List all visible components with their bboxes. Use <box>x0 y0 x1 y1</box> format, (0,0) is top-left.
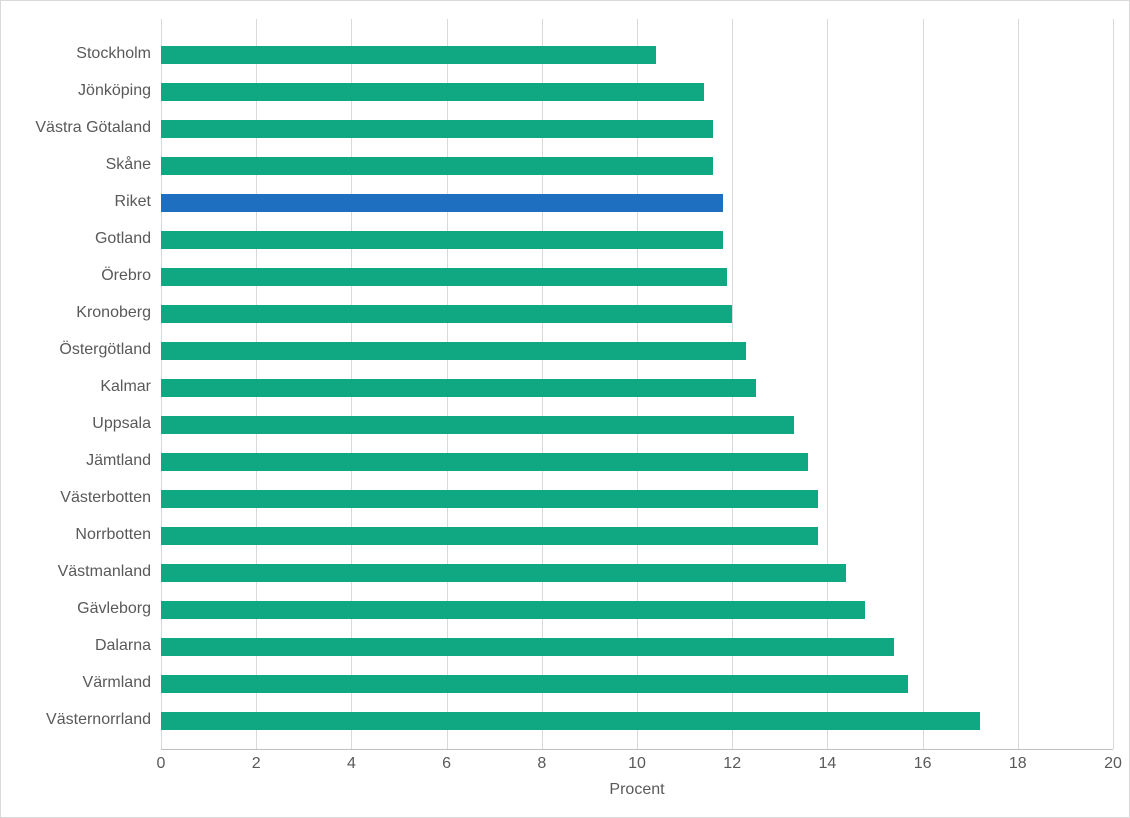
bar <box>161 453 808 471</box>
bar <box>161 83 704 101</box>
gridline <box>1113 19 1114 749</box>
bar <box>161 675 908 693</box>
bar <box>161 342 746 360</box>
y-tick-label: Jönköping <box>78 82 151 100</box>
gridline <box>1018 19 1019 749</box>
y-tick-label: Norrbotten <box>75 526 151 544</box>
bar <box>161 120 713 138</box>
bar <box>161 638 894 656</box>
x-tick-label: 10 <box>628 755 646 773</box>
gridline <box>923 19 924 749</box>
y-tick-label: Stockholm <box>76 45 151 63</box>
x-tick-label: 8 <box>537 755 546 773</box>
x-tick-label: 18 <box>1009 755 1027 773</box>
x-tick-label: 2 <box>252 755 261 773</box>
bar <box>161 416 794 434</box>
bar <box>161 46 656 64</box>
x-tick-label: 6 <box>442 755 451 773</box>
chart-container: Stockholm Jönköping Västra Götaland Skåne Ri… <box>0 0 1130 818</box>
y-tick-label: Gävleborg <box>77 600 151 618</box>
bar <box>161 157 713 175</box>
y-tick-label: Gotland <box>95 230 151 248</box>
y-tick-label: Örebro <box>101 267 151 285</box>
y-tick-label: Uppsala <box>92 415 151 433</box>
x-tick-label: 4 <box>347 755 356 773</box>
y-tick-label: Kalmar <box>100 378 151 396</box>
bar <box>161 379 756 397</box>
y-tick-label: Riket <box>115 193 151 211</box>
y-tick-label: Värmland <box>83 674 151 692</box>
y-tick-label: Västernorrland <box>46 711 151 729</box>
bar <box>161 231 723 249</box>
x-tick-label: 0 <box>157 755 166 773</box>
x-axis-line <box>161 749 1113 750</box>
x-tick-label: 16 <box>914 755 932 773</box>
bar <box>161 194 723 212</box>
bar <box>161 601 865 619</box>
y-tick-label: Västmanland <box>58 563 151 581</box>
plot-area <box>161 19 1113 749</box>
x-tick-label: 14 <box>818 755 836 773</box>
y-tick-label: Västerbotten <box>60 489 151 507</box>
y-tick-label: Västra Götaland <box>35 119 151 137</box>
y-tick-label: Dalarna <box>95 637 151 655</box>
bar <box>161 564 846 582</box>
y-tick-label: Kronoberg <box>76 304 151 322</box>
bar <box>161 490 818 508</box>
x-tick-label: 12 <box>723 755 741 773</box>
y-tick-label: Östergötland <box>59 341 151 359</box>
x-tick-label: 20 <box>1104 755 1122 773</box>
bar <box>161 712 980 730</box>
y-tick-label: Skåne <box>106 156 151 174</box>
y-tick-label: Jämtland <box>86 452 151 470</box>
bar <box>161 268 727 286</box>
bar <box>161 305 732 323</box>
bar <box>161 527 818 545</box>
x-axis-title: Procent <box>609 781 664 799</box>
